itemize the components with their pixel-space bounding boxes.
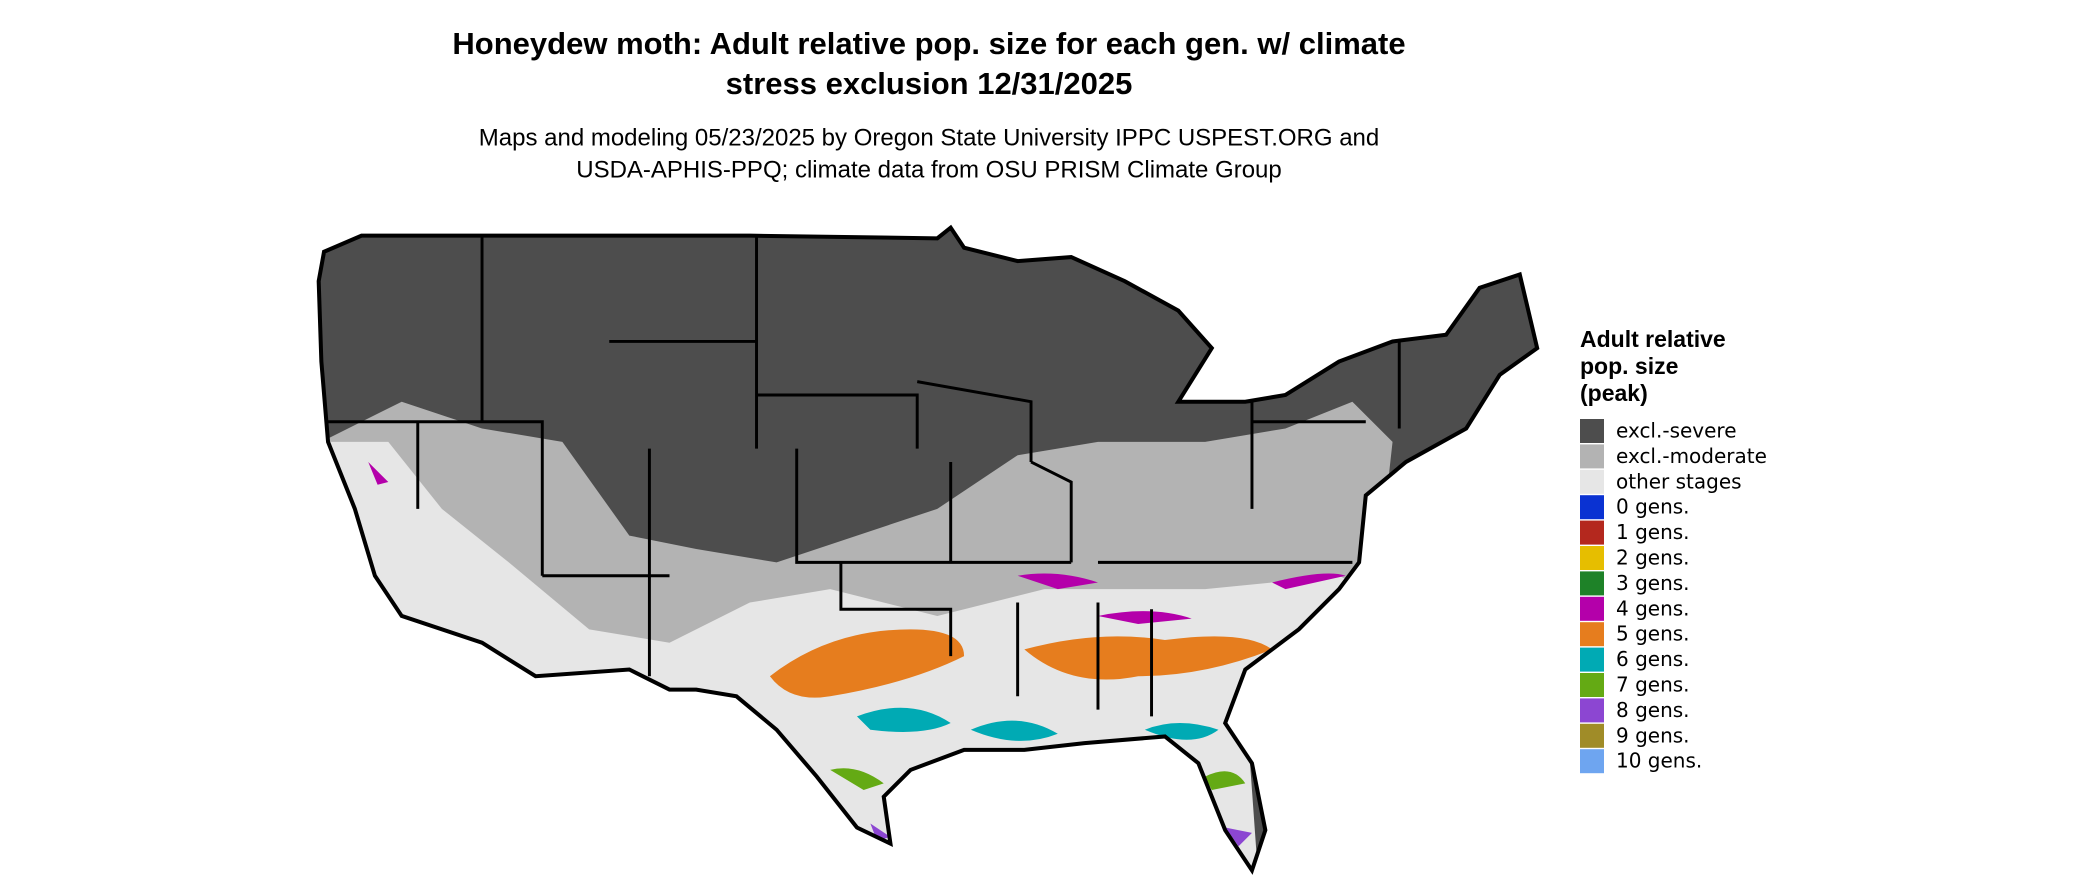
legend-label: excl.-severe <box>1616 419 1737 443</box>
subtitle: USDA-APHIS-PPQ; climate data from OSU PR… <box>576 156 1282 183</box>
legend-title: (peak) <box>1580 380 1648 406</box>
legend-swatch <box>1580 520 1604 545</box>
us-outline <box>316 224 1540 875</box>
legend-label: other stages <box>1616 469 1742 493</box>
legend-swatch <box>1580 749 1604 774</box>
legend-swatch <box>1580 469 1604 494</box>
legend-swatch <box>1580 647 1604 672</box>
legend-swatch <box>1580 673 1604 697</box>
legend-swatch <box>1580 495 1604 520</box>
legend-title: Adult relative <box>1580 326 1726 352</box>
zone-5 <box>1024 636 1273 680</box>
legend-title: pop. size <box>1580 353 1678 379</box>
title: Honeydew moth: Adult relative pop. size … <box>452 26 1405 61</box>
legend-label: 7 gens. <box>1616 673 1690 697</box>
zone-5 <box>769 629 965 698</box>
state-lines <box>328 235 1401 717</box>
zone-8 <box>870 823 1252 847</box>
legend-label: 4 gens. <box>1616 596 1690 620</box>
subtitle: Maps and modeling 05/23/2025 by Oregon S… <box>479 124 1379 151</box>
legend-label: 3 gens. <box>1616 571 1690 595</box>
legend-label: 5 gens. <box>1616 622 1690 646</box>
legend-swatch <box>1580 419 1604 443</box>
legend-swatch <box>1580 596 1604 621</box>
legend-label: excl.-moderate <box>1616 444 1767 468</box>
zone-6 <box>856 707 1219 741</box>
legend-swatch <box>1580 444 1604 469</box>
legend-label: 6 gens. <box>1616 647 1690 671</box>
legend-swatch <box>1580 622 1604 647</box>
legend-label: 0 gens. <box>1616 495 1690 519</box>
titles: Honeydew moth: Adult relative pop. size … <box>452 26 1405 183</box>
legend-label: 10 gens. <box>1616 749 1702 773</box>
legend-label: 1 gens. <box>1616 520 1690 544</box>
map-fill <box>318 227 1538 871</box>
map <box>316 224 1540 875</box>
legend-label: 8 gens. <box>1616 698 1690 722</box>
legend-label: 9 gens. <box>1616 723 1690 747</box>
legend-swatch <box>1580 698 1604 723</box>
legend-label: 2 gens. <box>1616 546 1690 570</box>
legend-swatch <box>1580 546 1604 570</box>
legend-swatch <box>1580 723 1604 748</box>
legend-swatch <box>1580 571 1604 596</box>
title: stress exclusion 12/31/2025 <box>726 66 1133 101</box>
